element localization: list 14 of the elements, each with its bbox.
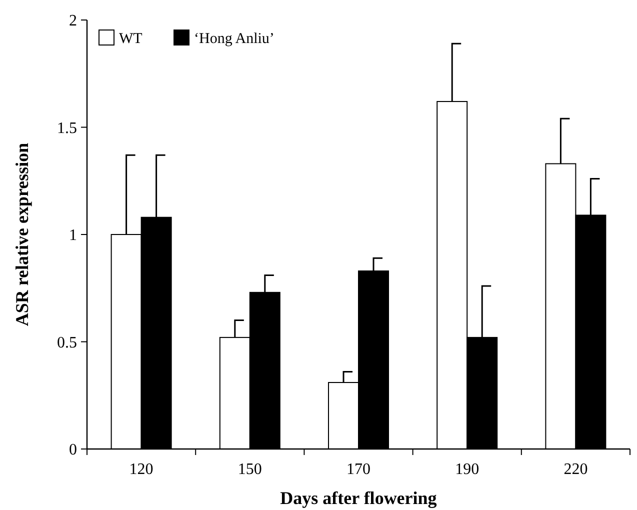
x-tick-label: 120 [129,461,154,478]
x-axis-title: Days after flowering [280,488,437,508]
y-tick-label: 1.5 [57,120,77,137]
x-tick-label: 150 [238,461,262,478]
x-tick-label: 220 [564,461,588,478]
legend-label: ‘Hong Anliu’ [194,31,274,47]
y-tick-label: 2 [69,12,77,30]
x-tick-label: 190 [455,461,480,478]
x-tick-label: 170 [346,461,370,478]
y-tick-label: 0.5 [57,334,77,352]
y-tick-label: 0 [69,442,77,459]
y-tick-label: 1 [69,227,77,244]
legend-label: WT [119,31,142,47]
y-axis-title: ASR relative expression [12,142,32,326]
